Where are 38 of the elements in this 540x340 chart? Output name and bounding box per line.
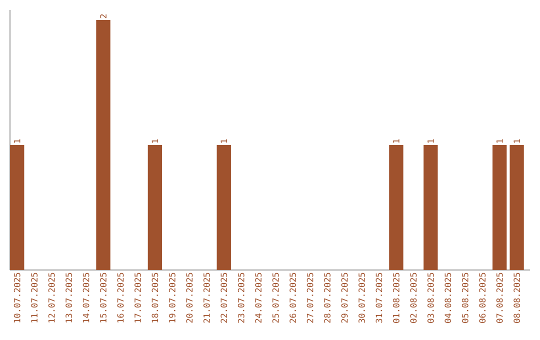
x-tick-label: 27.07.2025 (306, 272, 314, 323)
x-tick-label: 22.07.2025 (220, 272, 228, 323)
data-label: 1 (514, 139, 520, 143)
x-tick-label: 21.07.2025 (203, 272, 210, 323)
data-label: 1 (428, 139, 434, 143)
x-tick-label: 03.08.2025 (427, 272, 434, 323)
x-tick-label: 05.08.2025 (462, 272, 468, 323)
x-tick-label: 12.07.2025 (48, 272, 55, 322)
x-tick-label: 08.08.2025 (514, 272, 520, 323)
data-label: 1 (220, 139, 227, 143)
x-tick-label: 24.07.2025 (255, 272, 262, 323)
x-tick-label: 02.08.2025 (410, 272, 417, 323)
x-tick-label: 26.07.2025 (290, 272, 296, 323)
x-tick-label: 30.07.2025 (358, 272, 365, 323)
data-label: 1 (152, 139, 158, 143)
x-tick-label: 19.07.2025 (168, 272, 176, 322)
data-label: 1 (14, 139, 20, 143)
x-tick-label: 11.07.2025 (31, 272, 38, 322)
x-tick-label: 29.07.2025 (341, 272, 348, 323)
x-tick-label: 15.07.2025 (100, 272, 106, 322)
x-tick-label: 23.07.2025 (238, 272, 244, 323)
data-label: 1 (393, 139, 400, 143)
x-tick-label: 31.07.2025 (376, 272, 382, 323)
x-tick-label: 18.07.2025 (152, 272, 158, 322)
x-tick-label: 10.07.2025 (14, 272, 20, 322)
x-tick-label: 25.07.2025 (272, 272, 279, 323)
x-tick-label: 13.07.2025 (66, 272, 72, 322)
x-tick-label: 07.08.2025 (496, 272, 503, 323)
data-label: 1 (496, 139, 503, 143)
data-label: 2 (100, 14, 106, 18)
x-tick-label: 04.08.2025 (444, 272, 452, 323)
x-tick-label: 14.07.2025 (82, 272, 90, 322)
x-tick-label: 20.07.2025 (186, 272, 193, 323)
x-tick-label: 01.08.2025 (392, 272, 400, 323)
x-tick-label: 28.07.2025 (324, 272, 330, 323)
x-tick-label: 16.07.2025 (117, 272, 124, 322)
x-tick-label: 17.07.2025 (134, 272, 141, 322)
x-tick-label: 06.08.2025 (479, 272, 486, 323)
